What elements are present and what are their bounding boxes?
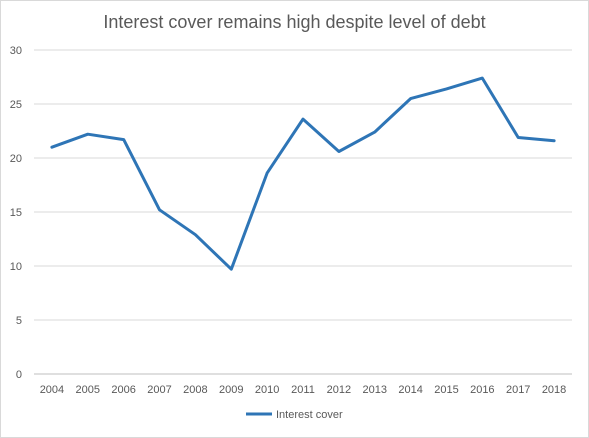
x-tick-label-2009: 2009 (219, 384, 243, 396)
x-tick-label-2004: 2004 (40, 384, 64, 396)
x-tick-label-2010: 2010 (255, 384, 279, 396)
y-tick-label-25: 25 (10, 99, 22, 111)
y-tick-label-10: 10 (10, 261, 22, 273)
y-tick-label-30: 30 (10, 45, 22, 57)
x-tick-label-2014: 2014 (398, 384, 422, 396)
y-tick-label-5: 5 (16, 315, 22, 327)
y-tick-label-20: 20 (10, 153, 22, 165)
x-tick-label-2015: 2015 (434, 384, 458, 396)
x-tick-label-2008: 2008 (183, 384, 207, 396)
x-tick-label-2016: 2016 (470, 384, 494, 396)
x-tick-label-2017: 2017 (506, 384, 530, 396)
x-tick-label-2011: 2011 (291, 384, 315, 396)
series-line-0 (50, 76, 556, 271)
chart-title: Interest cover remains high despite leve… (103, 12, 486, 32)
x-tick-label-2018: 2018 (542, 384, 566, 396)
y-tick-label-15: 15 (10, 207, 22, 219)
x-tick-label-2012: 2012 (327, 384, 351, 396)
y-tick-label-0: 0 (16, 369, 22, 381)
x-tick-label-2006: 2006 (111, 384, 135, 396)
x-tick-label-2005: 2005 (76, 384, 100, 396)
x-tick-label-2007: 2007 (147, 384, 171, 396)
legend-label-0: Interest cover (276, 409, 343, 421)
x-tick-label-2013: 2013 (362, 384, 386, 396)
